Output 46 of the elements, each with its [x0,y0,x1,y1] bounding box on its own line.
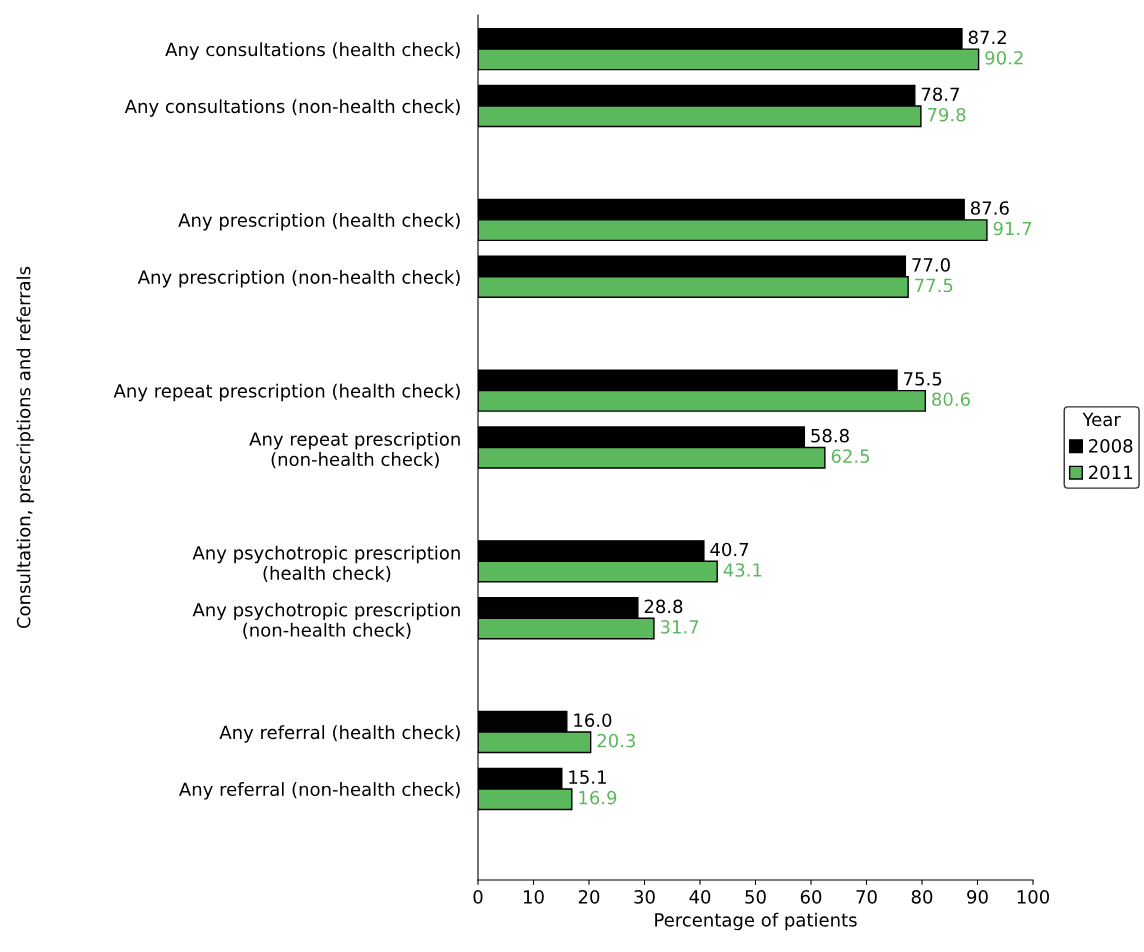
data-label: 16.0 [574,713,612,728]
x-tick-label: 30 [634,890,655,904]
x-axis-title: Percentage of patients [655,912,857,931]
data-label: 62.5 [831,449,870,463]
x-tick-label: 0 [473,890,483,904]
data-label: 15.1 [569,770,606,784]
y-tick-label: Any prescription (non-health check) [137,269,460,288]
y-tick-label: Any repeat prescription (non-health check) [249,431,460,469]
data-label: 28.8 [644,599,683,614]
y-tick-label: Any repeat prescription (health check) [113,383,460,402]
x-tick-label: 90 [967,890,988,904]
x-tick-label: 80 [911,890,933,904]
data-label: 43.1 [723,563,762,577]
data-label: 40.7 [710,542,749,557]
y-tick-label: Any prescription (health check) [178,213,460,231]
data-label: 91.7 [993,221,1032,236]
data-label: 87.2 [968,30,1006,45]
data-label: 79.8 [927,107,966,122]
legend-label: 2011 [1089,465,1132,480]
y-tick-label: Any psychotropic prescription (health check) [192,545,460,583]
y-tick-label: Any consultations (non-health check) [124,99,460,117]
data-label: 80.6 [932,392,970,407]
y-tick-label: Any referral (non-health check) [179,782,460,800]
x-tick-label: 50 [745,890,766,904]
data-label: 20.3 [597,733,635,748]
legend-label: 2008 [1089,439,1133,453]
y-axis-title: Consultation, prescriptions and referrals [16,266,34,628]
data-label: 16.9 [579,790,617,805]
data-label: 77.5 [915,278,953,293]
legend-title: Year [1082,412,1121,427]
x-tick-label: 20 [578,890,600,904]
x-tick-label: 40 [689,890,711,904]
x-tick-label: 100 [1017,890,1050,904]
y-tick-label: Any psychotropic prescription (non-health check) [192,602,460,639]
x-tick-label: 70 [856,890,877,904]
data-label: 75.5 [904,372,942,386]
x-tick-label: 10 [524,890,544,904]
y-tick-label: Any referral (health check) [219,725,460,743]
data-label: 58.8 [811,428,849,443]
x-tick-label: 60 [800,890,822,904]
data-label: 31.7 [660,620,699,634]
y-tick-label: Any consultations (health check) [165,42,460,60]
data-label: 90.2 [985,50,1023,65]
data-label: 77.0 [912,258,950,272]
data-label: 87.6 [970,201,1009,215]
data-label: 78.7 [921,87,959,102]
